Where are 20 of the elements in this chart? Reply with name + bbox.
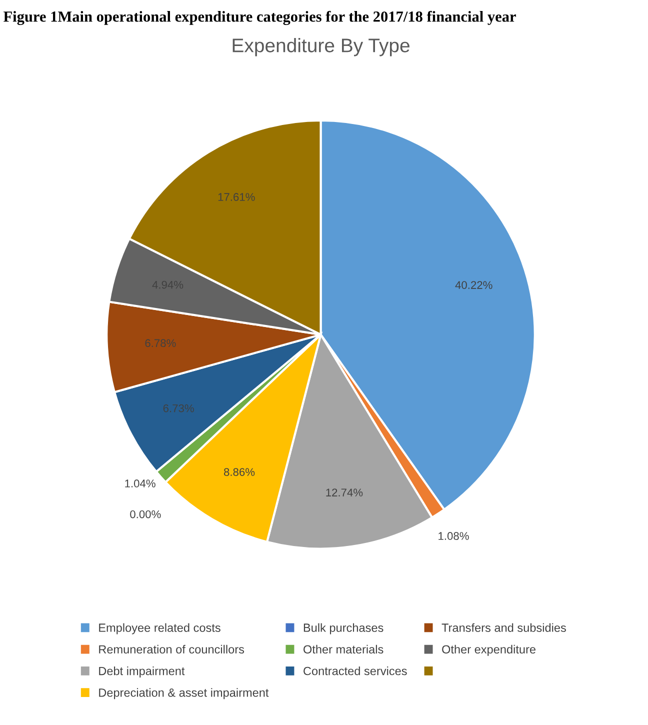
legend-label: Transfers and subsidies [442,623,566,632]
data-label: 1.04% [125,480,156,488]
data-label: 8.86% [224,468,255,476]
data-label: 6.78% [145,339,176,348]
legend-label: Other materials [304,644,384,654]
data-label: 12.74% [326,488,363,496]
data-label: 40.22% [455,281,492,289]
data-label: 17.61% [218,193,255,201]
legend-label: Other expenditure [442,644,536,656]
legend-label: Debt impairment [99,666,185,678]
text: 0.00% [130,510,161,518]
data-label: 6.73% [163,404,194,412]
data-label: 1.08% [438,532,469,540]
legend-label: Depreciation & asset impairment [99,688,269,700]
legend-label: Remuneration of councillors [99,644,244,654]
legend-label: Employee related costs [99,623,220,634]
legend-label: Bulk purchases [304,623,384,634]
chart-title: Figure 1Main operational expenditure categories for the 2017/18 financial year [4,10,516,26]
legend-label: Contracted services [304,666,407,676]
chart-subtitle: Expenditure By Type [232,38,410,56]
